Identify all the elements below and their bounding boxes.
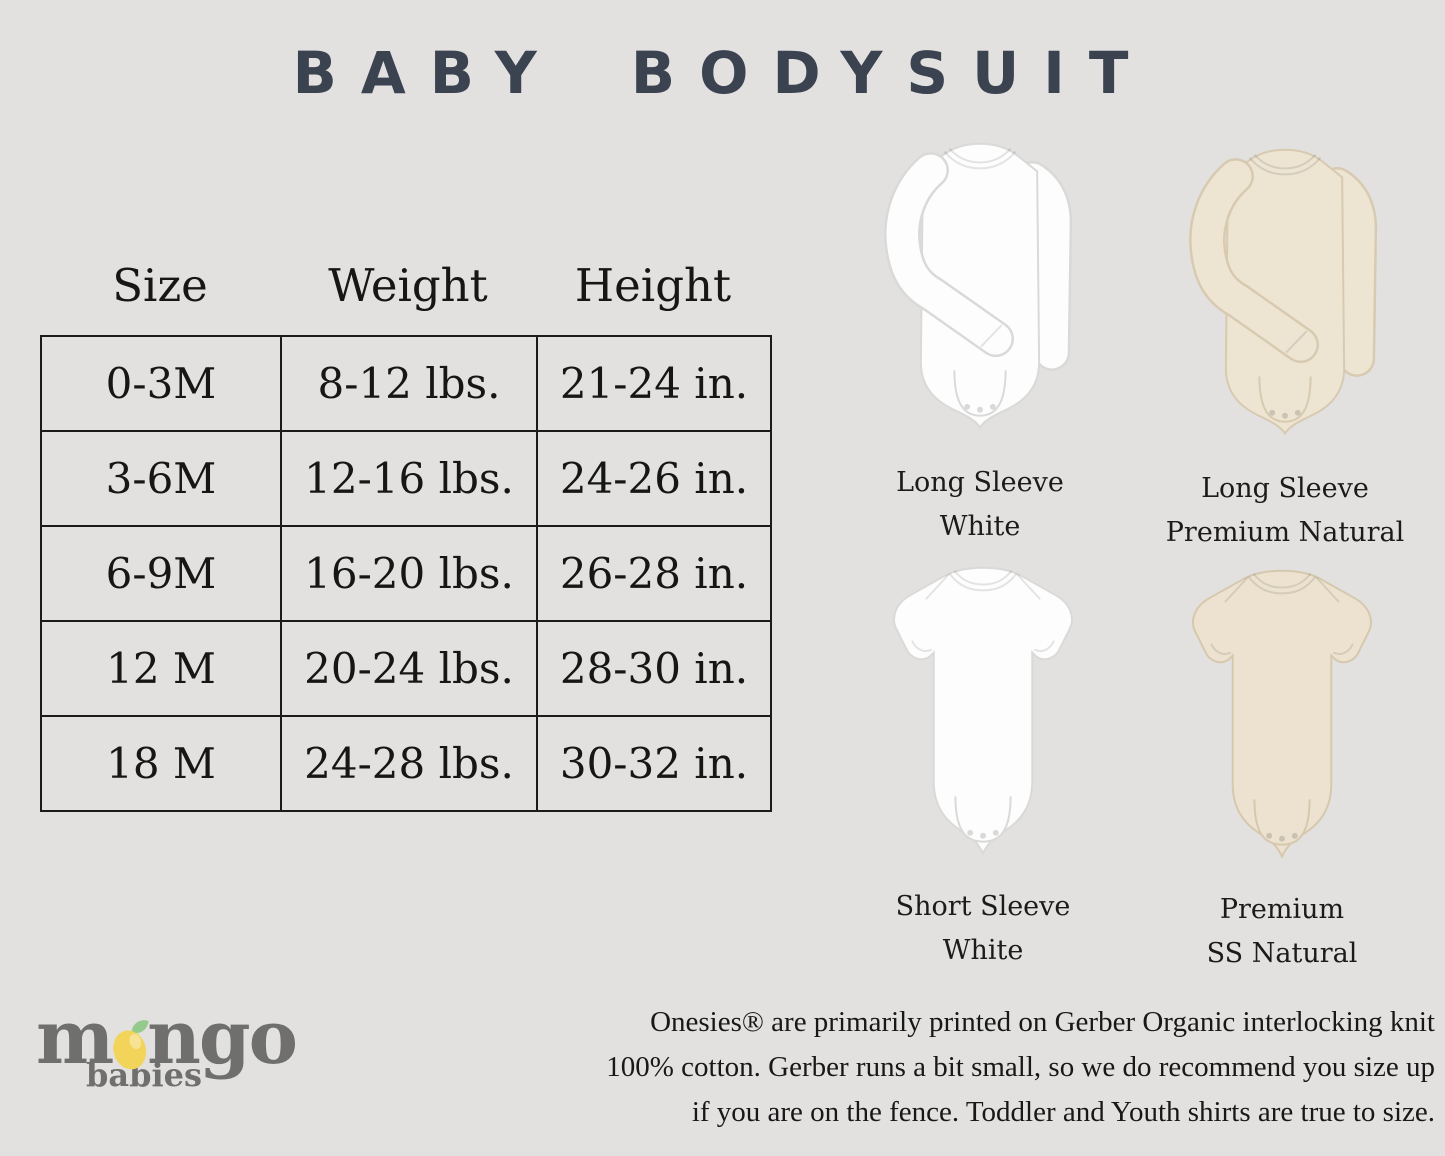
table-row: 0-3M 8-12 lbs. 21-24 in.: [40, 335, 772, 432]
table-cell-weight: 24-28 lbs.: [280, 715, 538, 812]
product-label-line1: Premium: [1219, 894, 1345, 925]
snap-button: [1291, 832, 1298, 839]
product-premium-ss-natural: Premium SS Natural: [1132, 553, 1432, 976]
table-row: 3-6M 12-16 lbs. 24-26 in.: [40, 430, 772, 527]
bodysuit-long-sleeve-illustration: [1189, 148, 1378, 436]
logo-tagline: babies: [86, 1056, 203, 1094]
sleeve-hem-seam: [1332, 643, 1354, 656]
mango-highlight: [129, 1033, 142, 1050]
page-title: BABY BODYSUIT: [292, 39, 1153, 107]
crossed-sleeve: [886, 154, 1012, 355]
product-short-sleeve-white: Short Sleeve White: [833, 550, 1133, 973]
product-label-line2: White: [942, 935, 1024, 966]
lap-shoulder-seam: [1016, 573, 1041, 600]
mango-icon: [113, 1020, 149, 1070]
table-row: 12 M 20-24 lbs. 28-30 in.: [40, 620, 772, 717]
column-header-height: Height: [574, 258, 732, 312]
neckline-seam: [943, 150, 1017, 170]
neckline-seam: [948, 573, 1018, 592]
snap-button: [1294, 409, 1301, 416]
product-label-line2: SS Natural: [1206, 938, 1358, 969]
product-long-sleeve-premium-natural: Long Sleeve Premium Natural: [1135, 132, 1435, 555]
table-cell-weight: 12-16 lbs.: [280, 430, 538, 527]
table-cell-height: 30-32 in.: [536, 715, 772, 812]
sleeve-hem-seam: [1033, 640, 1055, 653]
bodysuit-short-sleeve-illustration: [1192, 569, 1372, 859]
table-cell-height: 21-24 in.: [536, 335, 772, 432]
snap-flap: [954, 796, 1012, 843]
neckline-seam: [948, 147, 1012, 164]
snap-button: [1269, 409, 1276, 416]
snap-button: [1282, 412, 1288, 419]
bodysuit-short-sleeve-illustration: [893, 566, 1073, 856]
snap-button: [980, 832, 986, 839]
logo-text-ngo: ngo: [147, 995, 298, 1082]
snap-button: [989, 403, 996, 410]
mango-leaf: [132, 1020, 149, 1034]
crossed-sleeve: [1191, 160, 1317, 361]
column-header-weight: Weight: [328, 258, 488, 312]
neckline-seam: [1253, 153, 1317, 170]
snap-flap: [1258, 376, 1312, 423]
snap-button: [1266, 832, 1273, 839]
table-cell-weight: 16-20 lbs.: [280, 525, 538, 622]
product-long-sleeve-white: Long Sleeve White: [830, 126, 1130, 549]
torso: [1224, 148, 1346, 436]
table-cell-weight: 8-12 lbs.: [280, 335, 538, 432]
size-chart-header-row: Size Weight Height: [40, 254, 770, 316]
logo-wordmark: m ngo: [36, 995, 298, 1082]
table-row: 6-9M 16-20 lbs. 26-28 in.: [40, 525, 772, 622]
lap-shoulder-seam: [1315, 576, 1340, 603]
table-cell-size: 6-9M: [40, 525, 282, 622]
snap-button: [977, 406, 983, 413]
table-cell-height: 24-26 in.: [536, 430, 772, 527]
table-cell-height: 28-30 in.: [536, 620, 772, 717]
size-table: 0-3M 8-12 lbs. 21-24 in. 3-6M 12-16 lbs.…: [40, 335, 772, 812]
footnote-line: 100% cotton. Gerber runs a bit small, so…: [606, 1051, 1435, 1083]
sleeve-hem-seam: [1210, 643, 1232, 656]
table-cell-height: 26-28 in.: [536, 525, 772, 622]
table-row: 18 M 24-28 lbs. 30-32 in.: [40, 715, 772, 812]
column-header-size: Size: [112, 258, 208, 312]
snap-flap: [953, 370, 1007, 417]
sleeve-hem-seam: [911, 640, 933, 653]
product-label-line1: Short Sleeve: [895, 891, 1071, 922]
snap-button: [992, 829, 999, 836]
lap-shoulder-seam: [925, 573, 950, 600]
table-cell-weight: 20-24 lbs.: [280, 620, 538, 717]
torso: [919, 142, 1041, 430]
product-label-line1: Long Sleeve: [1201, 473, 1369, 504]
cuff-seam: [1285, 330, 1308, 354]
lap-shoulder-seam: [1224, 576, 1249, 603]
neckline-seam: [1248, 156, 1322, 176]
footnote-line: Onesies® are primarily printed on Gerber…: [650, 1006, 1435, 1038]
snap-button: [964, 403, 971, 410]
product-label-line2: Premium Natural: [1165, 517, 1405, 548]
neckline-seam: [1247, 576, 1317, 595]
snap-flap: [1253, 799, 1311, 846]
neckline-seam: [953, 570, 1013, 586]
mango-fruit: [113, 1030, 147, 1070]
table-cell-size: 12 M: [40, 620, 282, 717]
table-cell-size: 18 M: [40, 715, 282, 812]
footnote: Onesies® are primarily printed on Gerber…: [425, 1000, 1435, 1135]
snap-button: [967, 829, 974, 836]
bodysuit-long-sleeve-illustration: [884, 142, 1073, 430]
neckline-seam: [1252, 573, 1312, 589]
product-label-line1: Long Sleeve: [896, 467, 1064, 498]
table-cell-size: 3-6M: [40, 430, 282, 527]
product-label-line2: White: [939, 511, 1021, 542]
snap-button: [1279, 835, 1285, 842]
size-chart: Size Weight Height 0-3M 8-12 lbs. 21-24 …: [40, 254, 772, 812]
logo-text-m: m: [36, 995, 114, 1082]
brand-logo: m ngo babies: [36, 995, 298, 1094]
table-cell-size: 0-3M: [40, 335, 282, 432]
footnote-line: if you are on the fence. Toddler and You…: [691, 1096, 1435, 1128]
cuff-seam: [980, 324, 1003, 348]
